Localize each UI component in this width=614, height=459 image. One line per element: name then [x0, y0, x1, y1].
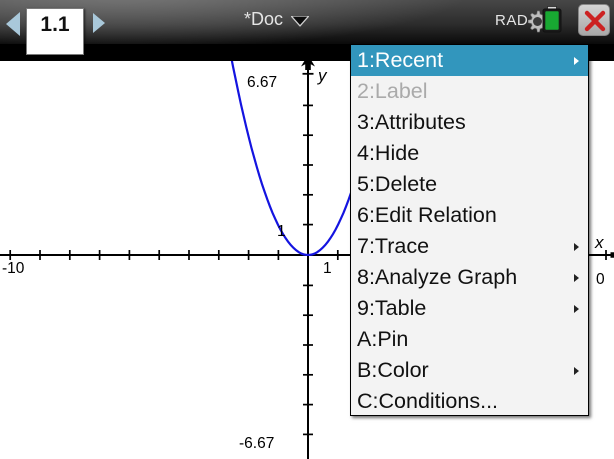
svg-text:6.67: 6.67 — [247, 74, 277, 91]
svg-text:-10: -10 — [2, 260, 25, 277]
svg-text:1: 1 — [277, 223, 286, 240]
svg-text:y: y — [317, 66, 328, 85]
svg-text:0: 0 — [596, 271, 605, 288]
svg-text:1: 1 — [323, 260, 332, 277]
svg-text:-6.67: -6.67 — [239, 435, 274, 452]
svg-text:x: x — [594, 233, 604, 252]
